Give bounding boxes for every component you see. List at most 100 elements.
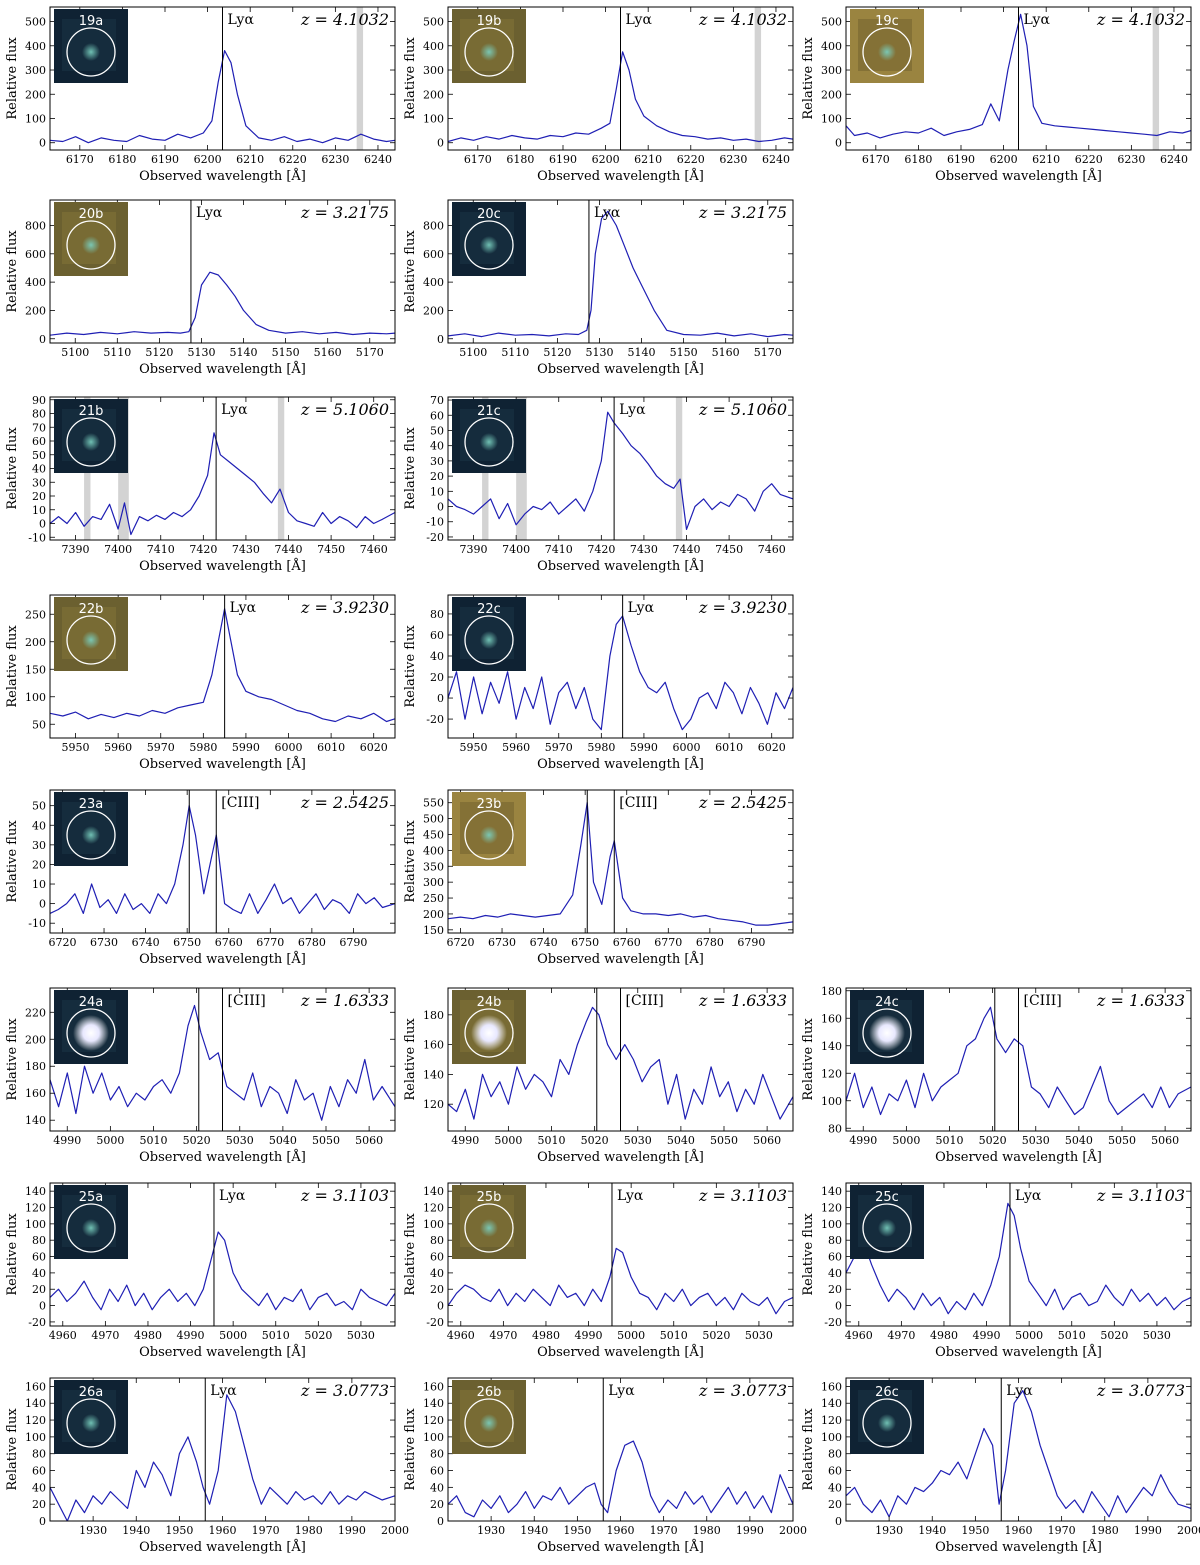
y-tick-label: 120 [423, 1202, 444, 1215]
x-tick-label: 5010 [538, 1134, 566, 1147]
mask-band [356, 7, 364, 150]
x-tick-label: 6230 [719, 153, 747, 166]
y-tick-label: 120 [821, 1202, 842, 1215]
redshift-label: z = 3.0773 [300, 1381, 389, 1400]
x-tick-label: 5000 [219, 1329, 247, 1342]
image-stamp-26c: 26c [850, 1380, 924, 1454]
y-tick-label: 50 [32, 449, 46, 462]
y-tick-label: 80 [430, 1234, 444, 1247]
aperture-circle [66, 1203, 116, 1253]
source-blob [82, 631, 100, 649]
y-tick-label: 400 [821, 40, 842, 53]
y-tick-label: 80 [32, 1448, 46, 1461]
x-tick-label: 7420 [587, 543, 615, 556]
redshift-label: z = 1.6333 [698, 991, 787, 1010]
axes-frame [447, 6, 794, 151]
x-axis-label: Observed wavelength [Å] [139, 951, 306, 967]
x-tick-label: 6730 [90, 936, 118, 949]
spectrum-line-25a [50, 1231, 395, 1311]
x-tick-label: 5020 [979, 1134, 1007, 1147]
y-tick-label: 120 [25, 1414, 46, 1427]
x-axis-label: Observed wavelength [Å] [537, 951, 704, 967]
x-tick-label: 5020 [1100, 1329, 1128, 1342]
y-tick-label: 0 [39, 898, 46, 911]
y-tick-label: 20 [430, 470, 444, 483]
x-tick-label: 5150 [272, 346, 300, 359]
x-tick-label: 6210 [236, 153, 264, 166]
y-tick-label: 70 [430, 394, 444, 407]
x-tick-label: 1940 [520, 1524, 548, 1537]
y-tick-label: 0 [835, 1515, 842, 1528]
redshift-label: z = 4.1032 [698, 10, 787, 29]
x-tick-label: 4980 [532, 1329, 560, 1342]
source-blob [878, 43, 896, 61]
stamp-id-label: 19b [477, 14, 502, 29]
stamp-id-label: 25a [79, 1190, 104, 1205]
x-tick-label: 7410 [147, 543, 175, 556]
aperture-circle [66, 1008, 116, 1058]
redshift-label: z = 4.1032 [1096, 10, 1185, 29]
y-tick-label: 20 [430, 1498, 444, 1511]
x-tick-label: 1950 [563, 1524, 591, 1537]
x-tick-label: 6740 [132, 936, 160, 949]
x-tick-label: 1970 [252, 1524, 280, 1537]
y-tick-label: -10 [426, 516, 444, 529]
x-tick-label: 6010 [715, 741, 743, 754]
line-id-label: Lyα [228, 12, 255, 28]
spectrum-line-24c [846, 1006, 1191, 1116]
x-tick-label: 6760 [215, 936, 243, 949]
y-tick-label: 350 [423, 860, 444, 873]
y-tick-label: 60 [828, 1251, 842, 1264]
x-tick-label: 5060 [355, 1134, 383, 1147]
aperture-circle [464, 1203, 514, 1253]
axes-frame [447, 789, 794, 934]
y-tick-label: 80 [32, 408, 46, 421]
y-tick-label: 220 [25, 1006, 46, 1019]
y-tick-label: 200 [423, 908, 444, 921]
redshift-label: z = 3.0773 [1096, 1381, 1185, 1400]
spectrum-line-26a [50, 1394, 395, 1521]
y-tick-label: 100 [25, 1218, 46, 1231]
source-blob [869, 1015, 905, 1051]
y-axis-label: Relative flux [403, 1018, 418, 1101]
x-tick-label: 4990 [575, 1329, 603, 1342]
y-tick-label: 20 [32, 1498, 46, 1511]
redshift-label: z = 3.2175 [698, 203, 787, 222]
x-tick-label: 5010 [1058, 1329, 1086, 1342]
x-tick-label: 5130 [585, 346, 613, 359]
line-id-label: Lyα [1006, 1383, 1033, 1399]
redshift-label: z = 3.1103 [698, 1186, 787, 1205]
spectrum-line-19a [50, 49, 395, 144]
x-tick-label: 1980 [693, 1524, 721, 1537]
redshift-label: z = 3.1103 [1096, 1186, 1185, 1205]
y-tick-label: 300 [423, 64, 444, 77]
y-tick-label: 70 [32, 421, 46, 434]
image-stamp-21b: 21b [54, 399, 128, 473]
x-tick-label: 1990 [338, 1524, 366, 1537]
y-tick-label: 60 [828, 1465, 842, 1478]
source-blob [471, 1015, 507, 1051]
y-tick-label: 50 [430, 424, 444, 437]
aperture-circle [464, 417, 514, 467]
x-tick-label: 5030 [1143, 1329, 1171, 1342]
y-tick-label: 200 [821, 88, 842, 101]
x-tick-label: 5980 [587, 741, 615, 754]
x-axis-label: Observed wavelength [Å] [935, 168, 1102, 184]
stamp-id-label: 20c [477, 207, 501, 222]
x-tick-label: 5950 [460, 741, 488, 754]
x-tick-label: 6000 [673, 741, 701, 754]
image-stamp-25c: 25c [850, 1185, 924, 1259]
x-tick-label: 6720 [446, 936, 474, 949]
x-tick-label: 6780 [696, 936, 724, 949]
x-axis-label: Observed wavelength [Å] [139, 1149, 306, 1165]
panel-19b: 6170 6180 6190 6200 6210 6220 6230 6240 0 100 200 3… [403, 6, 794, 184]
spectrum-line-19b [448, 51, 793, 143]
y-tick-label: 180 [423, 1009, 444, 1022]
y-tick-label: 80 [828, 1448, 842, 1461]
x-tick-label: 6790 [339, 936, 367, 949]
mask-band [754, 7, 762, 150]
x-tick-label: 7450 [715, 543, 743, 556]
aperture-circle [464, 1398, 514, 1448]
x-tick-label: 1940 [122, 1524, 150, 1537]
redshift-label: z = 3.1103 [300, 1186, 389, 1205]
